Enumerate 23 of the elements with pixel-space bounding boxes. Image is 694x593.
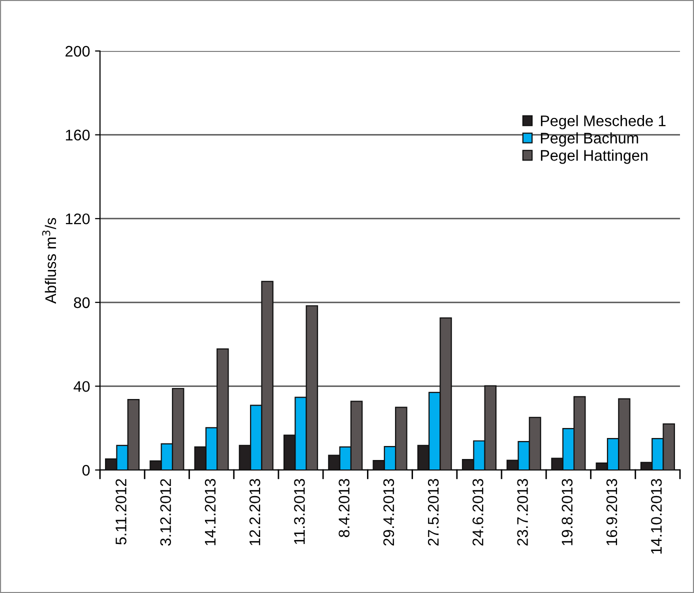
x-tick-label: 8.4.2013 — [338, 479, 350, 538]
x-tick-label: 14.10.2013 — [650, 478, 662, 554]
x-tick-label: 29.4.2013 — [383, 479, 394, 546]
y-tick-label: 160 — [66, 130, 90, 140]
x-tick-label: 23.7.2013 — [517, 479, 528, 546]
x-tick-label: 5.11.2012 — [116, 479, 126, 545]
x-tick-label: 11.3.2013 — [294, 479, 305, 544]
y-tick-label: 120 — [66, 213, 90, 224]
x-tick-label: 14.1.2013 — [204, 479, 216, 546]
y-tick-label: 200 — [66, 46, 90, 57]
x-tick-label: 19.8.2013 — [562, 479, 573, 546]
y-tick-label: 80 — [74, 297, 90, 308]
y-tick-label: 40 — [74, 381, 90, 392]
x-tick-label: 24.6.2013 — [472, 479, 484, 546]
x-tick-label: 27.5.2013 — [428, 479, 439, 546]
legend-label: Pegel Meschede 1 — [540, 115, 666, 130]
legend-label: Pegel Hattingen — [540, 150, 648, 164]
legend-label: Pegel Bachum — [540, 132, 638, 147]
x-tick-label: 12.2.2013 — [249, 479, 260, 546]
x-tick-label: 16.9.2013 — [606, 479, 618, 546]
y-axis-title: Abfluss m$^{3}$/s — [42, 218, 56, 304]
y-tick-label: 0 — [82, 464, 90, 476]
x-tick-label: 3.12.2012 — [160, 479, 172, 546]
